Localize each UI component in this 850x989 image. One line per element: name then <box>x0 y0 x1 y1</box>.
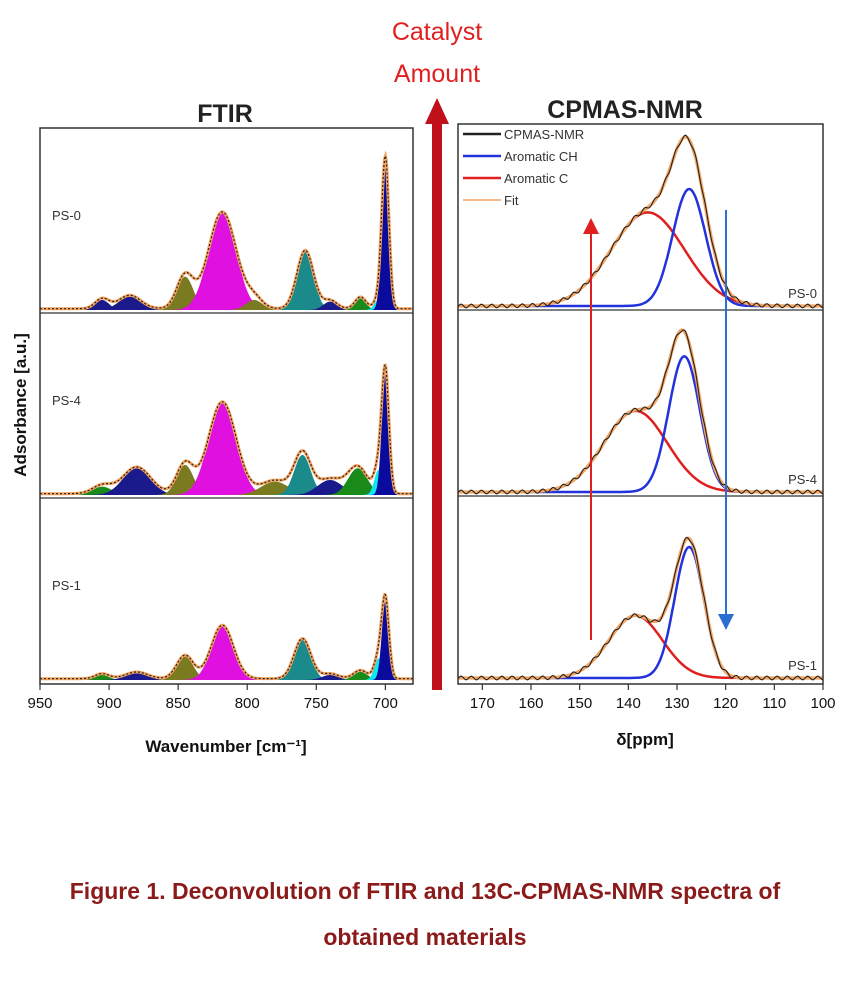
ftir-ps-0-peak-7 <box>302 301 358 310</box>
ftir-ps-1-peak-2 <box>92 673 181 680</box>
nmr-legend-label-3: Aromatic C <box>504 171 568 186</box>
ftir-ps-4-peak-4 <box>167 403 278 495</box>
nmr-ps-1-aromatic-ch-line <box>458 545 823 680</box>
ftir-ps-1-peak-3 <box>151 656 219 680</box>
ftir-ps-0-spectrum-line <box>40 153 413 310</box>
nmr-x-tick-label-170: 170 <box>470 695 495 712</box>
ftir-sample-label-ps-1: PS-1 <box>52 578 81 593</box>
ftir-ps-0-peak-5 <box>221 300 288 310</box>
nmr-x-tick-label-130: 130 <box>664 695 689 712</box>
nmr-ps-1-spectrum-line <box>457 536 824 681</box>
ftir-plot-area: PS-0 PS-4 PS-1 <box>40 150 413 681</box>
nmr-ps-4-spectrum-line <box>457 329 824 495</box>
figure-canvas: FTIR PS-0 PS-4 PS-1 950 900 850 800 750 700 Wav… <box>11 18 836 756</box>
ftir-x-tick-label-950: 950 <box>27 695 52 712</box>
ftir-ps-4-peak-7 <box>280 480 380 495</box>
nmr-x-axis: 170 160 150 140 130 120 110 100 <box>470 684 836 712</box>
nmr-sample-label-ps-4: PS-4 <box>788 472 817 487</box>
nmr-x-tick-label-100: 100 <box>810 695 835 712</box>
nmr-ps-0-fit-line <box>458 135 823 308</box>
nmr-ps-1-fit-line <box>458 536 823 680</box>
ftir-y-axis-title: Adsorbance [a.u.] <box>11 333 30 477</box>
nmr-x-tick-label-110: 110 <box>762 695 786 712</box>
ftir-title: FTIR <box>197 100 253 128</box>
ftir-ps-1-peak-5 <box>269 639 336 680</box>
ftir-ps-4-peak-1 <box>63 486 141 495</box>
nmr-legend: CPMAS-NMR Aromatic CH Aromatic C Fit <box>463 127 584 208</box>
nmr-x-tick-label-140: 140 <box>616 695 641 712</box>
nmr-x-axis-title: δ[ppm] <box>616 730 674 749</box>
ftir-ps-0-peak-2 <box>85 296 174 310</box>
catalyst-arrow-shaft <box>432 122 442 690</box>
nmr-plot-area: PS-0 PS-4 PS-1 <box>457 134 824 681</box>
ftir-ps-1-peak-4 <box>178 626 267 680</box>
ftir-ps-4-peak-8 <box>319 468 397 495</box>
catalyst-label-line1: Catalyst <box>392 18 482 46</box>
ftir-ps-4-peak-10 <box>371 373 400 495</box>
ftir-ps-1-peak-9 <box>371 601 400 680</box>
ftir-ps-0-peak-10 <box>371 159 400 310</box>
nmr-sample-label-ps-1: PS-1 <box>788 658 817 673</box>
nmr-frame <box>457 123 824 685</box>
catalyst-amount-annotation: Catalyst Amount <box>392 18 482 690</box>
ftir-ps-4-peak-5 <box>219 481 331 495</box>
catalyst-arrow-head <box>425 98 449 124</box>
figure-caption: Figure 1. Deconvolution of FTIR and 13C-… <box>0 868 850 960</box>
ftir-ps-0-peak-3 <box>151 276 219 310</box>
nmr-legend-label-4: Fit <box>504 193 519 208</box>
catalyst-label-line2: Amount <box>394 60 480 88</box>
ftir-frame <box>39 127 414 685</box>
ftir-ps-4-peak-2 <box>81 468 192 495</box>
ftir-sample-label-ps-0: PS-0 <box>52 208 81 223</box>
nmr-legend-label-1: CPMAS-NMR <box>504 127 584 142</box>
caption-line-1: Figure 1. Deconvolution of FTIR and 13C-… <box>69 878 781 904</box>
nmr-ps-4-fit-line <box>458 328 823 494</box>
ftir-ps-1-peak-6 <box>297 675 364 680</box>
ftir-x-tick-label-700: 700 <box>373 695 398 712</box>
ftir-x-tick-label-800: 800 <box>235 695 260 712</box>
ftir-ps-1-peak-7 <box>332 671 389 680</box>
ftir-x-tick-label-750: 750 <box>304 695 329 712</box>
ftir-x-tick-label-850: 850 <box>166 695 191 712</box>
ftir-ps-0-peak-8 <box>338 298 383 310</box>
ftir-ps-1-spectrum-line <box>40 593 413 680</box>
nmr-legend-label-2: Aromatic CH <box>504 149 578 164</box>
nmr-chart: CPMAS-NMR PS-0 PS-4 PS-1 CPMAS-NMR Aromatic… <box>457 96 836 749</box>
nmr-x-tick-label-120: 120 <box>713 695 738 712</box>
nmr-ps-0-spectrum-line <box>457 134 824 309</box>
ftir-ps-4-peak-3 <box>151 464 219 495</box>
caption-line-2: obtained materials <box>323 924 527 950</box>
nmr-title: CPMAS-NMR <box>547 96 703 124</box>
nmr-x-tick-label-150: 150 <box>567 695 592 712</box>
nmr-sample-label-ps-0: PS-0 <box>788 286 817 301</box>
ftir-sample-label-ps-4: PS-4 <box>52 393 81 408</box>
ftir-x-axis-title: Wavenumber [cm⁻¹] <box>145 737 306 756</box>
ftir-ps-0-peak-4 <box>167 213 278 310</box>
ftir-x-axis: 950 900 850 800 750 700 <box>27 684 398 712</box>
ftir-ps-4-spectrum-line <box>40 364 413 495</box>
nmr-ps-4-aromatic-c-line <box>458 409 823 494</box>
nmr-ps-0-aromatic-c-line <box>458 211 823 308</box>
ftir-chart: FTIR PS-0 PS-4 PS-1 950 900 850 800 750 700 Wav… <box>11 100 414 756</box>
ftir-ps-0-peak-1 <box>74 300 130 310</box>
ftir-x-tick-label-900: 900 <box>97 695 122 712</box>
nmr-x-tick-label-160: 160 <box>518 695 543 712</box>
ftir-ps-4-peak-6 <box>269 454 336 495</box>
ftir-ps-0-peak-6 <box>272 251 339 310</box>
ftir-ps-1-peak-1 <box>74 675 130 680</box>
nmr-ps-4-aromatic-ch-line <box>458 354 823 494</box>
nmr-ps-1-aromatic-c-line <box>458 614 823 680</box>
